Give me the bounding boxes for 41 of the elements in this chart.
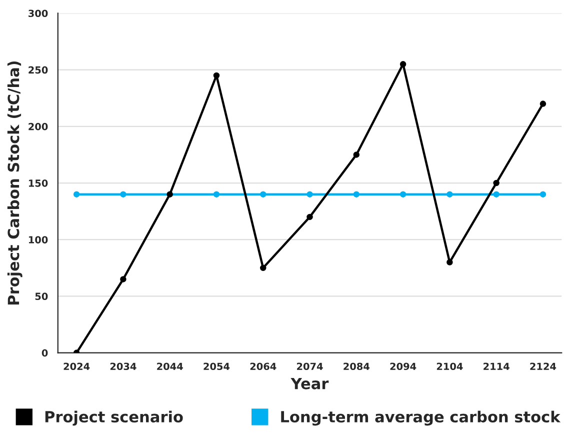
- x-tick-label: 2024: [64, 362, 90, 370]
- point: [493, 180, 500, 186]
- legend-label: Project scenario: [45, 410, 183, 426]
- point: [446, 191, 453, 198]
- x-tick-label: 2124: [530, 362, 556, 370]
- y-tick-label: 300: [28, 10, 48, 18]
- point: [353, 152, 360, 158]
- y-tick-label: 50: [35, 292, 48, 300]
- x-tick-label: 2064: [250, 362, 276, 370]
- legend-label: Long-term average carbon stock: [281, 410, 561, 426]
- y-tick-label: 0: [42, 349, 48, 357]
- x-tick-label: 2084: [344, 362, 370, 370]
- x-tick-label: 2044: [157, 362, 183, 370]
- point: [213, 191, 220, 198]
- y-tick-label: 100: [28, 236, 48, 244]
- x-tick-label: 2104: [436, 362, 463, 370]
- point: [306, 191, 313, 198]
- y-tick-label: 150: [28, 179, 48, 187]
- point: [120, 276, 126, 282]
- point: [493, 191, 500, 198]
- y-axis-title: Project Carbon Stock (tC/ha): [7, 61, 22, 304]
- point: [260, 191, 266, 198]
- point: [540, 191, 546, 198]
- x-tick-label: 2074: [297, 362, 323, 370]
- point: [353, 191, 360, 198]
- point: [400, 61, 406, 68]
- point: [306, 214, 313, 220]
- point: [540, 100, 546, 107]
- y-tick-label: 200: [28, 122, 48, 130]
- y-tick-label: 250: [28, 66, 48, 74]
- x-tick-label: 2094: [390, 362, 416, 370]
- point: [260, 264, 266, 272]
- point: [120, 191, 126, 198]
- x-tick-label: 2034: [110, 362, 136, 370]
- point: [213, 72, 220, 79]
- x-tick-label: 2054: [204, 362, 230, 370]
- x-tick-label: 2114: [484, 362, 510, 370]
- point: [73, 191, 80, 198]
- point: [400, 191, 406, 198]
- x-axis-title: Year: [290, 378, 329, 390]
- point: [446, 259, 453, 266]
